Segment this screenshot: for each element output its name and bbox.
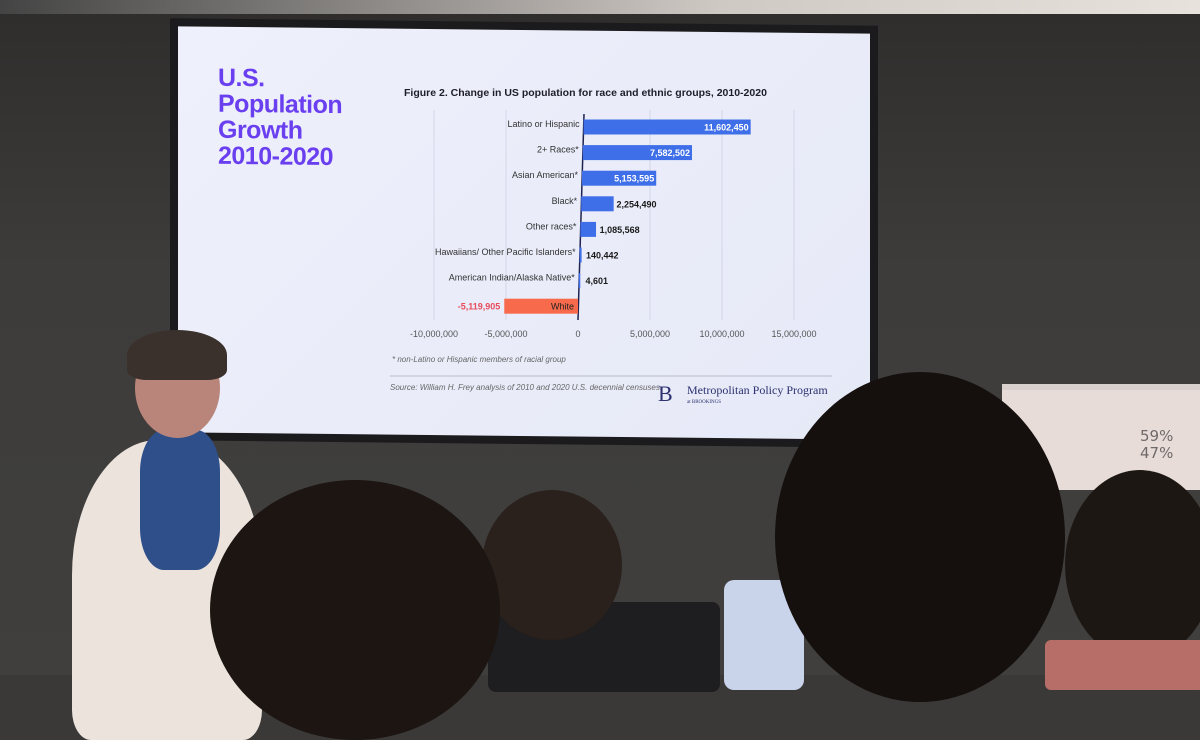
value-label: 4,601	[586, 276, 609, 286]
category-label: Other races*	[526, 221, 577, 231]
logo-sub: at BROOKINGS	[687, 400, 721, 405]
source-text: Source: William H. Frey analysis of 2010…	[390, 383, 662, 392]
bar	[578, 273, 581, 289]
x-tick-label: 10,000,000	[699, 329, 744, 339]
bar	[582, 170, 657, 186]
x-tick-label: 15,000,000	[771, 329, 816, 339]
value-label: -5,119,905	[458, 302, 501, 312]
category-label: Black*	[552, 196, 578, 206]
bar	[583, 119, 751, 135]
zero-axis	[577, 113, 585, 321]
note-line: 59%	[1140, 427, 1174, 445]
ceiling-light	[0, 0, 1200, 14]
x-tick-label: -5,000,000	[484, 329, 527, 339]
value-label: 2,254,490	[616, 199, 656, 209]
note-line: 47%	[1140, 444, 1174, 462]
presenter-scarf	[140, 430, 220, 570]
category-label: Hawaiians/ Other Pacific Islanders*	[435, 247, 576, 257]
category-label: Asian American*	[512, 170, 579, 180]
value-label: 1,085,568	[600, 225, 640, 235]
category-label: American Indian/Alaska Native*	[449, 273, 576, 283]
logo-name: Metropolitan Policy Program	[687, 383, 828, 397]
bar	[579, 247, 582, 263]
chair	[1045, 640, 1200, 690]
value-label: 5,153,595	[614, 174, 654, 184]
category-label: White	[551, 302, 574, 312]
whiteboard-notes: 59% 47%	[1140, 428, 1173, 462]
audience-head	[775, 372, 1065, 702]
chart-footnote: * non-Latino or Hispanic members of raci…	[392, 355, 566, 364]
x-tick-label: 0	[575, 329, 580, 339]
presenter-hair	[127, 330, 227, 380]
category-label: 2+ Races*	[537, 145, 579, 155]
bar	[580, 221, 597, 237]
population-chart: Figure 2. Change in US population for ra…	[390, 87, 832, 406]
category-label: Latino or Hispanic	[508, 119, 581, 129]
audience-head	[1065, 470, 1200, 660]
value-label: 7,582,502	[650, 148, 690, 158]
chart-title: Figure 2. Change in US population for ra…	[404, 87, 767, 99]
bar	[504, 298, 578, 314]
bar	[582, 145, 692, 161]
x-tick-label: 5,000,000	[630, 329, 670, 339]
audience-head	[482, 490, 622, 640]
x-tick-label: -10,000,000	[410, 329, 458, 339]
value-label: 11,602,450	[704, 123, 749, 133]
value-label: 140,442	[586, 251, 619, 261]
brookings-logo-letter: B	[658, 381, 673, 406]
audience-head	[210, 480, 500, 740]
bar	[581, 196, 614, 212]
